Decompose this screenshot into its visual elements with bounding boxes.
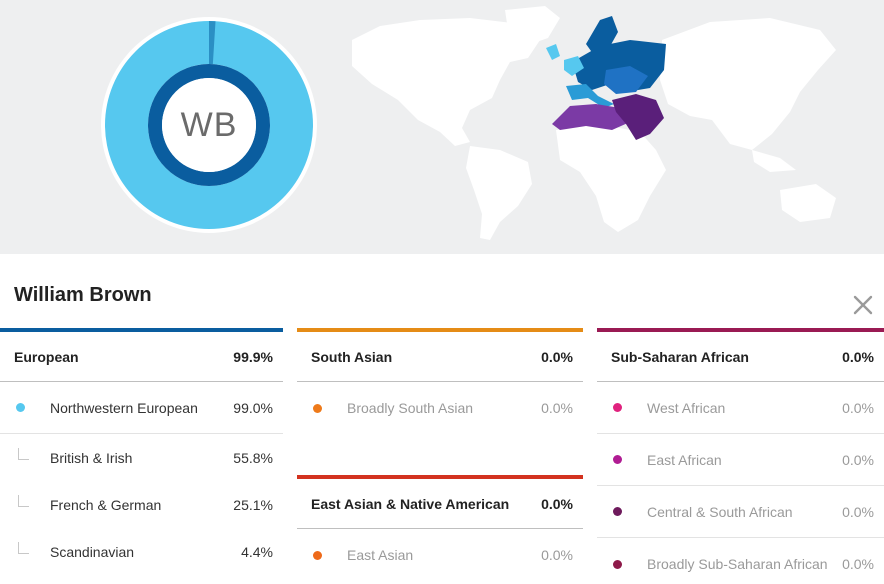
group-heading-value: 99.9% xyxy=(233,348,273,365)
ancestry-label: French & German xyxy=(50,496,162,513)
ancestry-label: Broadly Sub-Saharan African xyxy=(647,556,828,572)
group-heading-value: 0.0% xyxy=(541,348,573,365)
ancestry-row-french-german[interactable]: French & German 25.1% xyxy=(0,481,283,528)
ancestry-value: 0.0% xyxy=(842,503,874,520)
ancestry-hero: WB xyxy=(0,0,884,254)
group-heading-label: European xyxy=(14,348,79,365)
ancestry-row-broadly-south-asian[interactable]: Broadly South Asian 0.0% xyxy=(297,382,583,434)
donut-inner-ring xyxy=(148,64,270,186)
donut-center xyxy=(162,78,256,172)
world-map xyxy=(352,6,836,240)
column-accent-bar xyxy=(0,328,283,332)
color-dot-icon xyxy=(613,403,622,412)
group-heading-label: South Asian xyxy=(311,348,393,365)
map-asia xyxy=(660,18,836,150)
ancestry-row-west-african[interactable]: West African 0.0% xyxy=(597,382,884,434)
close-icon xyxy=(853,295,873,315)
color-dot-icon xyxy=(613,559,622,569)
ancestry-value: 55.8% xyxy=(233,449,273,466)
column-accent-bar xyxy=(597,328,884,332)
map-region-northwestern xyxy=(546,44,584,76)
group-heading-sub-saharan[interactable]: Sub-Saharan African 0.0% xyxy=(597,332,884,382)
color-dot-icon xyxy=(613,507,622,516)
ancestry-value: 0.0% xyxy=(842,556,874,572)
map-australia xyxy=(780,184,836,222)
ancestry-row-northwestern-european[interactable]: Northwestern European 99.0% xyxy=(0,382,283,434)
subregion-indent-icon xyxy=(18,494,29,507)
subregion-indent-icon xyxy=(18,447,29,460)
person-name: William Brown xyxy=(14,284,152,306)
group-heading-european[interactable]: European 99.9% xyxy=(0,332,283,382)
ancestry-label: East African xyxy=(647,451,722,468)
ancestry-label: East Asian xyxy=(347,547,414,563)
ancestry-label: West African xyxy=(647,399,726,416)
color-dot-icon xyxy=(16,403,25,412)
group-heading-value: 0.0% xyxy=(541,495,573,512)
map-greenland xyxy=(505,6,560,46)
ancestry-value: 0.0% xyxy=(541,547,573,563)
ancestry-donut-chart: WB xyxy=(100,16,318,234)
donut-svg xyxy=(101,17,317,233)
group-heading-east-asian[interactable]: East Asian & Native American 0.0% xyxy=(297,479,583,529)
column-accent-bar xyxy=(297,475,583,479)
close-button[interactable] xyxy=(850,292,876,318)
ancestry-label: Northwestern European xyxy=(50,399,198,416)
map-region-middle-east xyxy=(612,94,664,140)
column-sub-saharan-african: Sub-Saharan African 0.0% West African 0.… xyxy=(597,328,884,584)
color-dot-icon xyxy=(613,455,622,464)
ancestry-row-central-south-african[interactable]: Central & South African 0.0% xyxy=(597,486,884,538)
ancestry-value: 99.0% xyxy=(233,399,273,416)
ancestry-row-british-irish[interactable]: British & Irish 55.8% xyxy=(0,434,283,481)
map-region-eastern-european xyxy=(604,66,648,94)
ancestry-value: 0.0% xyxy=(541,400,573,416)
subregion-indent-icon xyxy=(18,541,29,554)
ancestry-row-scandinavian[interactable]: Scandinavian 4.4% xyxy=(0,528,283,575)
ancestry-value: 0.0% xyxy=(842,399,874,416)
column-south-asian: South Asian 0.0% Broadly South Asian 0.0… xyxy=(297,328,583,434)
color-dot-icon xyxy=(313,550,322,560)
map-north-america xyxy=(352,18,540,146)
ancestry-value: 0.0% xyxy=(842,451,874,468)
group-heading-value: 0.0% xyxy=(842,348,874,365)
ancestry-row-east-african[interactable]: East African 0.0% xyxy=(597,434,884,486)
map-region-south-european xyxy=(566,84,614,108)
group-heading-label: Sub-Saharan African xyxy=(611,348,749,365)
map-southeast-asia xyxy=(752,150,796,172)
avatar-initials: WB xyxy=(180,105,238,144)
ancestry-row-broadly-sub-saharan[interactable]: Broadly Sub-Saharan African 0.0% xyxy=(597,538,884,584)
ancestry-value: 25.1% xyxy=(233,496,273,513)
map-region-north-african xyxy=(552,104,630,130)
map-africa xyxy=(556,124,666,232)
group-heading-label: East Asian & Native American xyxy=(311,495,510,512)
map-south-america xyxy=(466,146,532,240)
column-european: European 99.9% Northwestern European 99.… xyxy=(0,328,283,575)
ancestry-label: Scandinavian xyxy=(50,543,135,560)
group-heading-south-asian[interactable]: South Asian 0.0% xyxy=(297,332,583,382)
ancestry-detail-panel: William Brown European 99.9% Northwester… xyxy=(0,254,884,584)
ancestry-label: British & Irish xyxy=(50,449,133,466)
ancestry-row-east-asian[interactable]: East Asian 0.0% xyxy=(297,529,583,581)
column-accent-bar xyxy=(297,328,583,332)
map-region-scandinavia xyxy=(586,16,618,58)
color-dot-icon xyxy=(313,403,322,413)
ancestry-value: 4.4% xyxy=(241,543,273,560)
ancestry-label: Broadly South Asian xyxy=(347,400,474,416)
column-east-asian: East Asian & Native American 0.0% East A… xyxy=(297,475,583,581)
ancestry-label: Central & South African xyxy=(647,503,793,520)
